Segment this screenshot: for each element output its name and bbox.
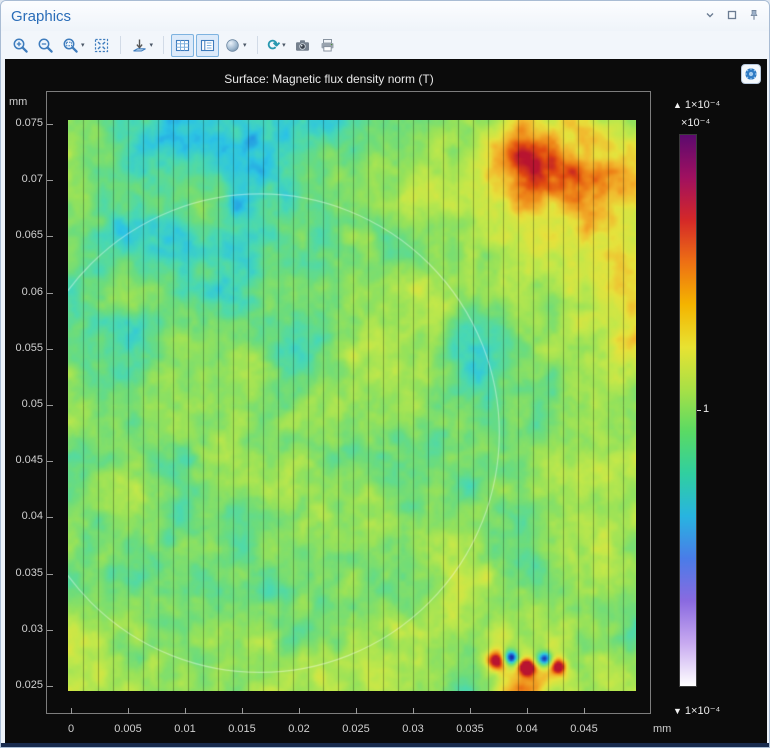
y-tick-mark [47,574,53,575]
y-tick-label: 0.045 [7,454,43,466]
colorbar-max-value: 1×10⁻⁴ [685,98,720,111]
scene-light-icon [224,37,241,54]
x-tick-label: 0 [68,723,74,735]
y-tick-mark [47,405,53,406]
colorbar-min-label: ▼ 1×10⁻⁴ [673,704,720,717]
x-tick-label: 0.035 [456,723,484,735]
heatmap-surface[interactable] [68,120,636,691]
image-snapshot-icon [294,37,311,54]
toolbar-separator [257,36,258,54]
x-tick-mark [584,708,585,714]
bottom-strip [1,743,770,748]
x-tick-mark [185,708,186,714]
zoom-extents-icon [93,37,110,54]
zoom-box-button[interactable]: ▾ [59,34,88,57]
scene-light-button[interactable]: ▾ [221,34,250,57]
chevron-down-icon: ▾ [282,42,286,49]
y-tick-mark [47,630,53,631]
toolbar-separator [163,36,164,54]
x-tick-mark [71,708,72,714]
x-tick-label: 0.025 [342,723,370,735]
graphics-toolbar: ▾ ▾ [1,31,769,59]
titlebar: Graphics [1,1,769,31]
update-icon: ⟳ [268,38,281,53]
y-tick-mark [47,349,53,350]
graphics-window: Graphics [0,0,770,748]
y-tick-label: 0.04 [7,510,43,522]
x-tick-mark [242,708,243,714]
y-tick-label: 0.035 [7,567,43,579]
colorbar-mid-label: 1 [703,403,709,415]
y-tick-label: 0.05 [7,398,43,410]
chevron-down-icon: ▾ [81,42,85,49]
y-tick-label: 0.055 [7,342,43,354]
colorbar-mid-tick [697,410,701,411]
colorbar-min-value: 1×10⁻⁴ [685,704,720,717]
y-tick-label: 0.065 [7,229,43,241]
float-icon[interactable] [725,8,739,22]
x-tick-label: 0.04 [516,723,537,735]
y-tick-mark [47,686,53,687]
comsol-logo[interactable] [741,64,761,84]
plot-area[interactable]: Surface: Magnetic flux density norm (T) … [5,59,767,743]
y-tick-mark [47,517,53,518]
image-snapshot-button[interactable] [291,34,314,57]
x-tick-mark [356,708,357,714]
x-tick-label: 0.03 [402,723,423,735]
zoom-out-button[interactable] [34,34,57,57]
update-button[interactable]: ⟳ ▾ [265,34,289,57]
y-tick-mark [47,180,53,181]
colorbar [679,134,697,687]
window-title: Graphics [11,8,71,25]
x-tick-label: 0.01 [174,723,195,735]
x-tick-label: 0.02 [288,723,309,735]
triangle-up-icon: ▲ [673,100,682,110]
y-tick-label: 0.07 [7,173,43,185]
toolbar-separator [120,36,121,54]
show-grid-icon [174,37,191,54]
y-tick-label: 0.075 [7,117,43,129]
y-tick-label: 0.03 [7,623,43,635]
zoom-in-icon [12,37,29,54]
pin-icon[interactable] [747,8,761,22]
view-button[interactable]: ▾ [128,34,157,57]
x-tick-label: 0.015 [228,723,256,735]
triangle-down-icon: ▼ [673,706,682,716]
y-tick-mark [47,124,53,125]
x-tick-label: 0.045 [570,723,598,735]
y-tick-label: 0.06 [7,286,43,298]
y-tick-label: 0.025 [7,679,43,691]
show-legends-toggle[interactable] [196,34,219,57]
plot-title: Surface: Magnetic flux density norm (T) [5,72,653,86]
colorbar-max-label: ▲ 1×10⁻⁴ [673,98,720,111]
chevron-down-icon[interactable] [703,8,717,22]
x-axis-unit-label: mm [653,723,671,735]
print-icon [319,37,336,54]
x-tick-label: 0.005 [114,723,142,735]
x-tick-mark [413,708,414,714]
chevron-down-icon: ▾ [243,42,247,49]
colorbar-multiplier-label: ×10⁻⁴ [681,116,710,129]
window-controls [703,8,761,22]
x-tick-mark [470,708,471,714]
x-tick-mark [299,708,300,714]
x-tick-mark [128,708,129,714]
print-button[interactable] [316,34,339,57]
chevron-down-icon: ▾ [150,42,154,49]
y-tick-mark [47,461,53,462]
x-tick-mark [527,708,528,714]
y-tick-mark [47,236,53,237]
show-legends-icon [199,37,216,54]
zoom-in-button[interactable] [9,34,32,57]
zoom-out-icon [37,37,54,54]
show-grid-toggle[interactable] [171,34,194,57]
y-tick-mark [47,293,53,294]
zoom-extents-button[interactable] [90,34,113,57]
y-axis-unit-label: mm [9,96,27,108]
view-axis-icon [131,37,148,54]
zoom-box-icon [62,37,79,54]
